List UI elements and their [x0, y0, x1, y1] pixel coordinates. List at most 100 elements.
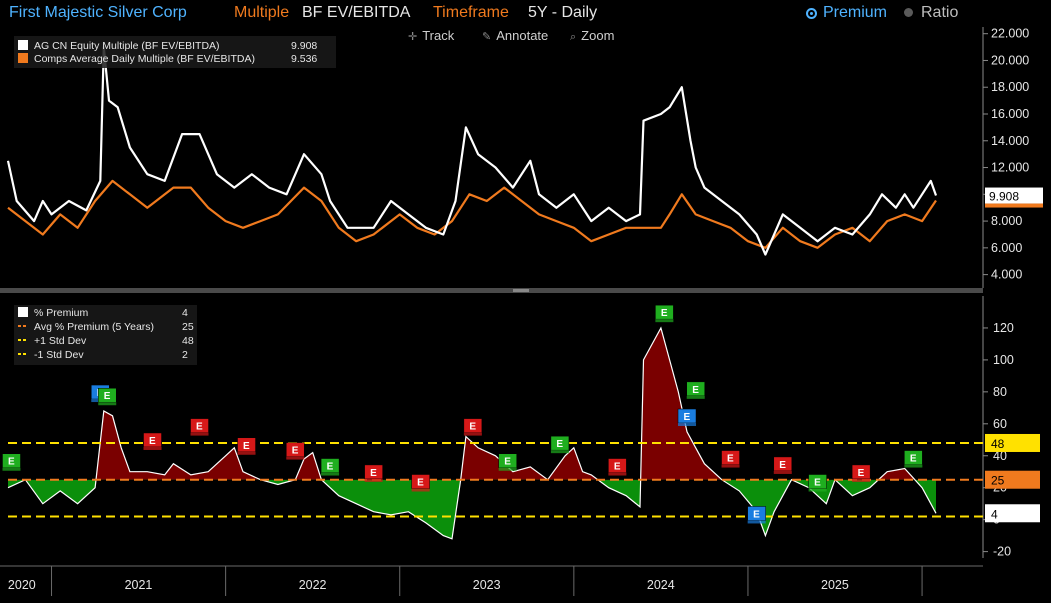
earnings-marker-base: [286, 456, 305, 460]
pencil-icon: ✎: [482, 31, 492, 43]
earnings-marker-label: E: [858, 468, 865, 479]
top-y-tick-label: 20.000: [991, 53, 1029, 67]
earnings-marker-label: E: [779, 460, 786, 471]
legend-value: 4: [182, 307, 188, 319]
bottom-y-tick-label: 100: [993, 353, 1014, 367]
earnings-marker-label: E: [196, 422, 203, 433]
legend-value: 25: [182, 321, 194, 333]
earnings-marker-label: E: [417, 478, 424, 489]
earnings-marker-label: E: [727, 454, 734, 465]
earnings-marker-base: [808, 488, 827, 492]
x-axis: 2020 2021 2022 2023 2024 2025: [0, 565, 983, 596]
annotate-label: Annotate: [496, 28, 549, 43]
legend-swatch: [18, 40, 28, 50]
bottom-y-tick-label: 80: [993, 385, 1007, 399]
multiple-panel: 4.0006.0008.00010.00012.00014.00016.0001…: [6, 27, 1043, 288]
ratio-mode-label[interactable]: Ratio: [921, 4, 959, 21]
earnings-marker-base: [190, 432, 209, 436]
divider-grip-icon[interactable]: [513, 289, 529, 292]
earnings-marker-base: [237, 451, 256, 455]
legend-label: Avg % Premium (5 Years): [34, 321, 154, 333]
comps-multiple-line: [7, 179, 937, 249]
earnings-marker-label: E: [469, 422, 476, 433]
security-name[interactable]: First Majestic Silver Corp: [9, 4, 187, 21]
bottom-y-tick-label: 120: [993, 321, 1014, 335]
timeframe-label: Timeframe: [433, 4, 509, 21]
top-y-tick-label: 8.000: [991, 214, 1022, 228]
zoom-tool[interactable]: ⌕ Zoom: [570, 28, 614, 46]
top-y-tick-label: 18.000: [991, 80, 1029, 94]
top-y-tick-label: 16.000: [991, 107, 1029, 121]
top-y-tick-label: 22.000: [991, 27, 1029, 41]
legend-label: Comps Average Daily Multiple (BF EV/EBIT…: [34, 53, 255, 65]
earnings-marker-base: [143, 446, 162, 450]
legend-swatch: [18, 53, 28, 63]
earnings-marker-label: E: [8, 457, 15, 468]
earnings-marker-base: [98, 402, 117, 406]
premium-line: [7, 326, 937, 540]
earnings-marker-label: E: [692, 385, 699, 396]
earnings-marker-base: [364, 478, 383, 482]
earnings-marker-label: E: [684, 412, 691, 423]
earnings-marker-label: E: [614, 462, 621, 473]
bottom-y-tick-label: -20: [993, 545, 1011, 559]
ratio-radio[interactable]: [904, 8, 913, 17]
value-tag-text: 25: [991, 474, 1005, 488]
track-tool[interactable]: ✛ Track: [408, 28, 454, 46]
earnings-marker-base: [463, 432, 482, 436]
premium-radio[interactable]: [806, 8, 817, 19]
earnings-marker-label: E: [661, 308, 668, 319]
top-y-tick-label: 4.000: [991, 268, 1022, 282]
legend-value: 9.908: [291, 40, 317, 52]
top-y-tick-label: 12.000: [991, 161, 1029, 175]
comps-value-tag: [985, 203, 1043, 208]
earnings-marker[interactable]: [747, 506, 766, 521]
year-label: 2022: [299, 578, 327, 592]
crosshair-icon: ✛: [408, 31, 418, 43]
legend-value: 9.536: [291, 53, 317, 65]
top-y-tick-label: 14.000: [991, 134, 1029, 148]
legend-label: +1 Std Dev: [34, 335, 87, 347]
magnifier-icon: ⌕: [570, 31, 577, 43]
legend-label: AG CN Equity Multiple (BF EV/EBITDA): [34, 40, 220, 52]
year-label: 2023: [473, 578, 501, 592]
legend-swatch: [18, 307, 28, 317]
track-label: Track: [422, 28, 455, 43]
earnings-marker-base: [608, 472, 627, 476]
bottom-legend-box: [14, 305, 197, 365]
annotate-tool[interactable]: ✎ Annotate: [482, 28, 548, 46]
top-bar: First Majestic Silver Corp Multiple BF E…: [0, 0, 1051, 28]
earnings-marker-label: E: [814, 478, 821, 489]
value-tag: [985, 433, 1040, 452]
panel-divider[interactable]: [0, 288, 983, 293]
earnings-marker-base: [498, 467, 517, 471]
earnings-marker-base: [321, 472, 340, 476]
earnings-marker-base: [550, 450, 569, 454]
value-tag-text: 48: [991, 437, 1005, 451]
premium-mode-label[interactable]: Premium: [823, 4, 888, 21]
multiple-value[interactable]: BF EV/EBITDA: [302, 4, 411, 21]
premium-above-area: [8, 328, 936, 480]
earnings-marker-base: [721, 464, 740, 468]
bottom-y-tick-label: 40: [993, 449, 1007, 463]
timeframe-value[interactable]: 5Y - Daily: [528, 4, 598, 21]
multiple-label: Multiple: [234, 4, 290, 21]
earnings-marker-label: E: [370, 468, 377, 479]
year-label: 2020: [8, 578, 36, 592]
zoom-label: Zoom: [581, 28, 615, 43]
earnings-marker-base: [773, 470, 792, 474]
year-label: 2021: [125, 578, 153, 592]
legend-label: % Premium: [34, 307, 89, 319]
earnings-marker-label: E: [556, 439, 563, 450]
top-y-tick-label: 6.000: [991, 241, 1022, 255]
legend-value: 2: [182, 349, 188, 361]
earnings-marker-base: [678, 423, 697, 427]
earnings-marker-label: E: [292, 446, 299, 457]
year-label: 2025: [821, 578, 849, 592]
value-tag: [985, 504, 1040, 523]
earnings-marker-base: [2, 467, 21, 471]
top-legend-box: [14, 36, 336, 68]
earnings-marker-label: E: [149, 436, 156, 447]
last-value-tag: [985, 187, 1043, 204]
